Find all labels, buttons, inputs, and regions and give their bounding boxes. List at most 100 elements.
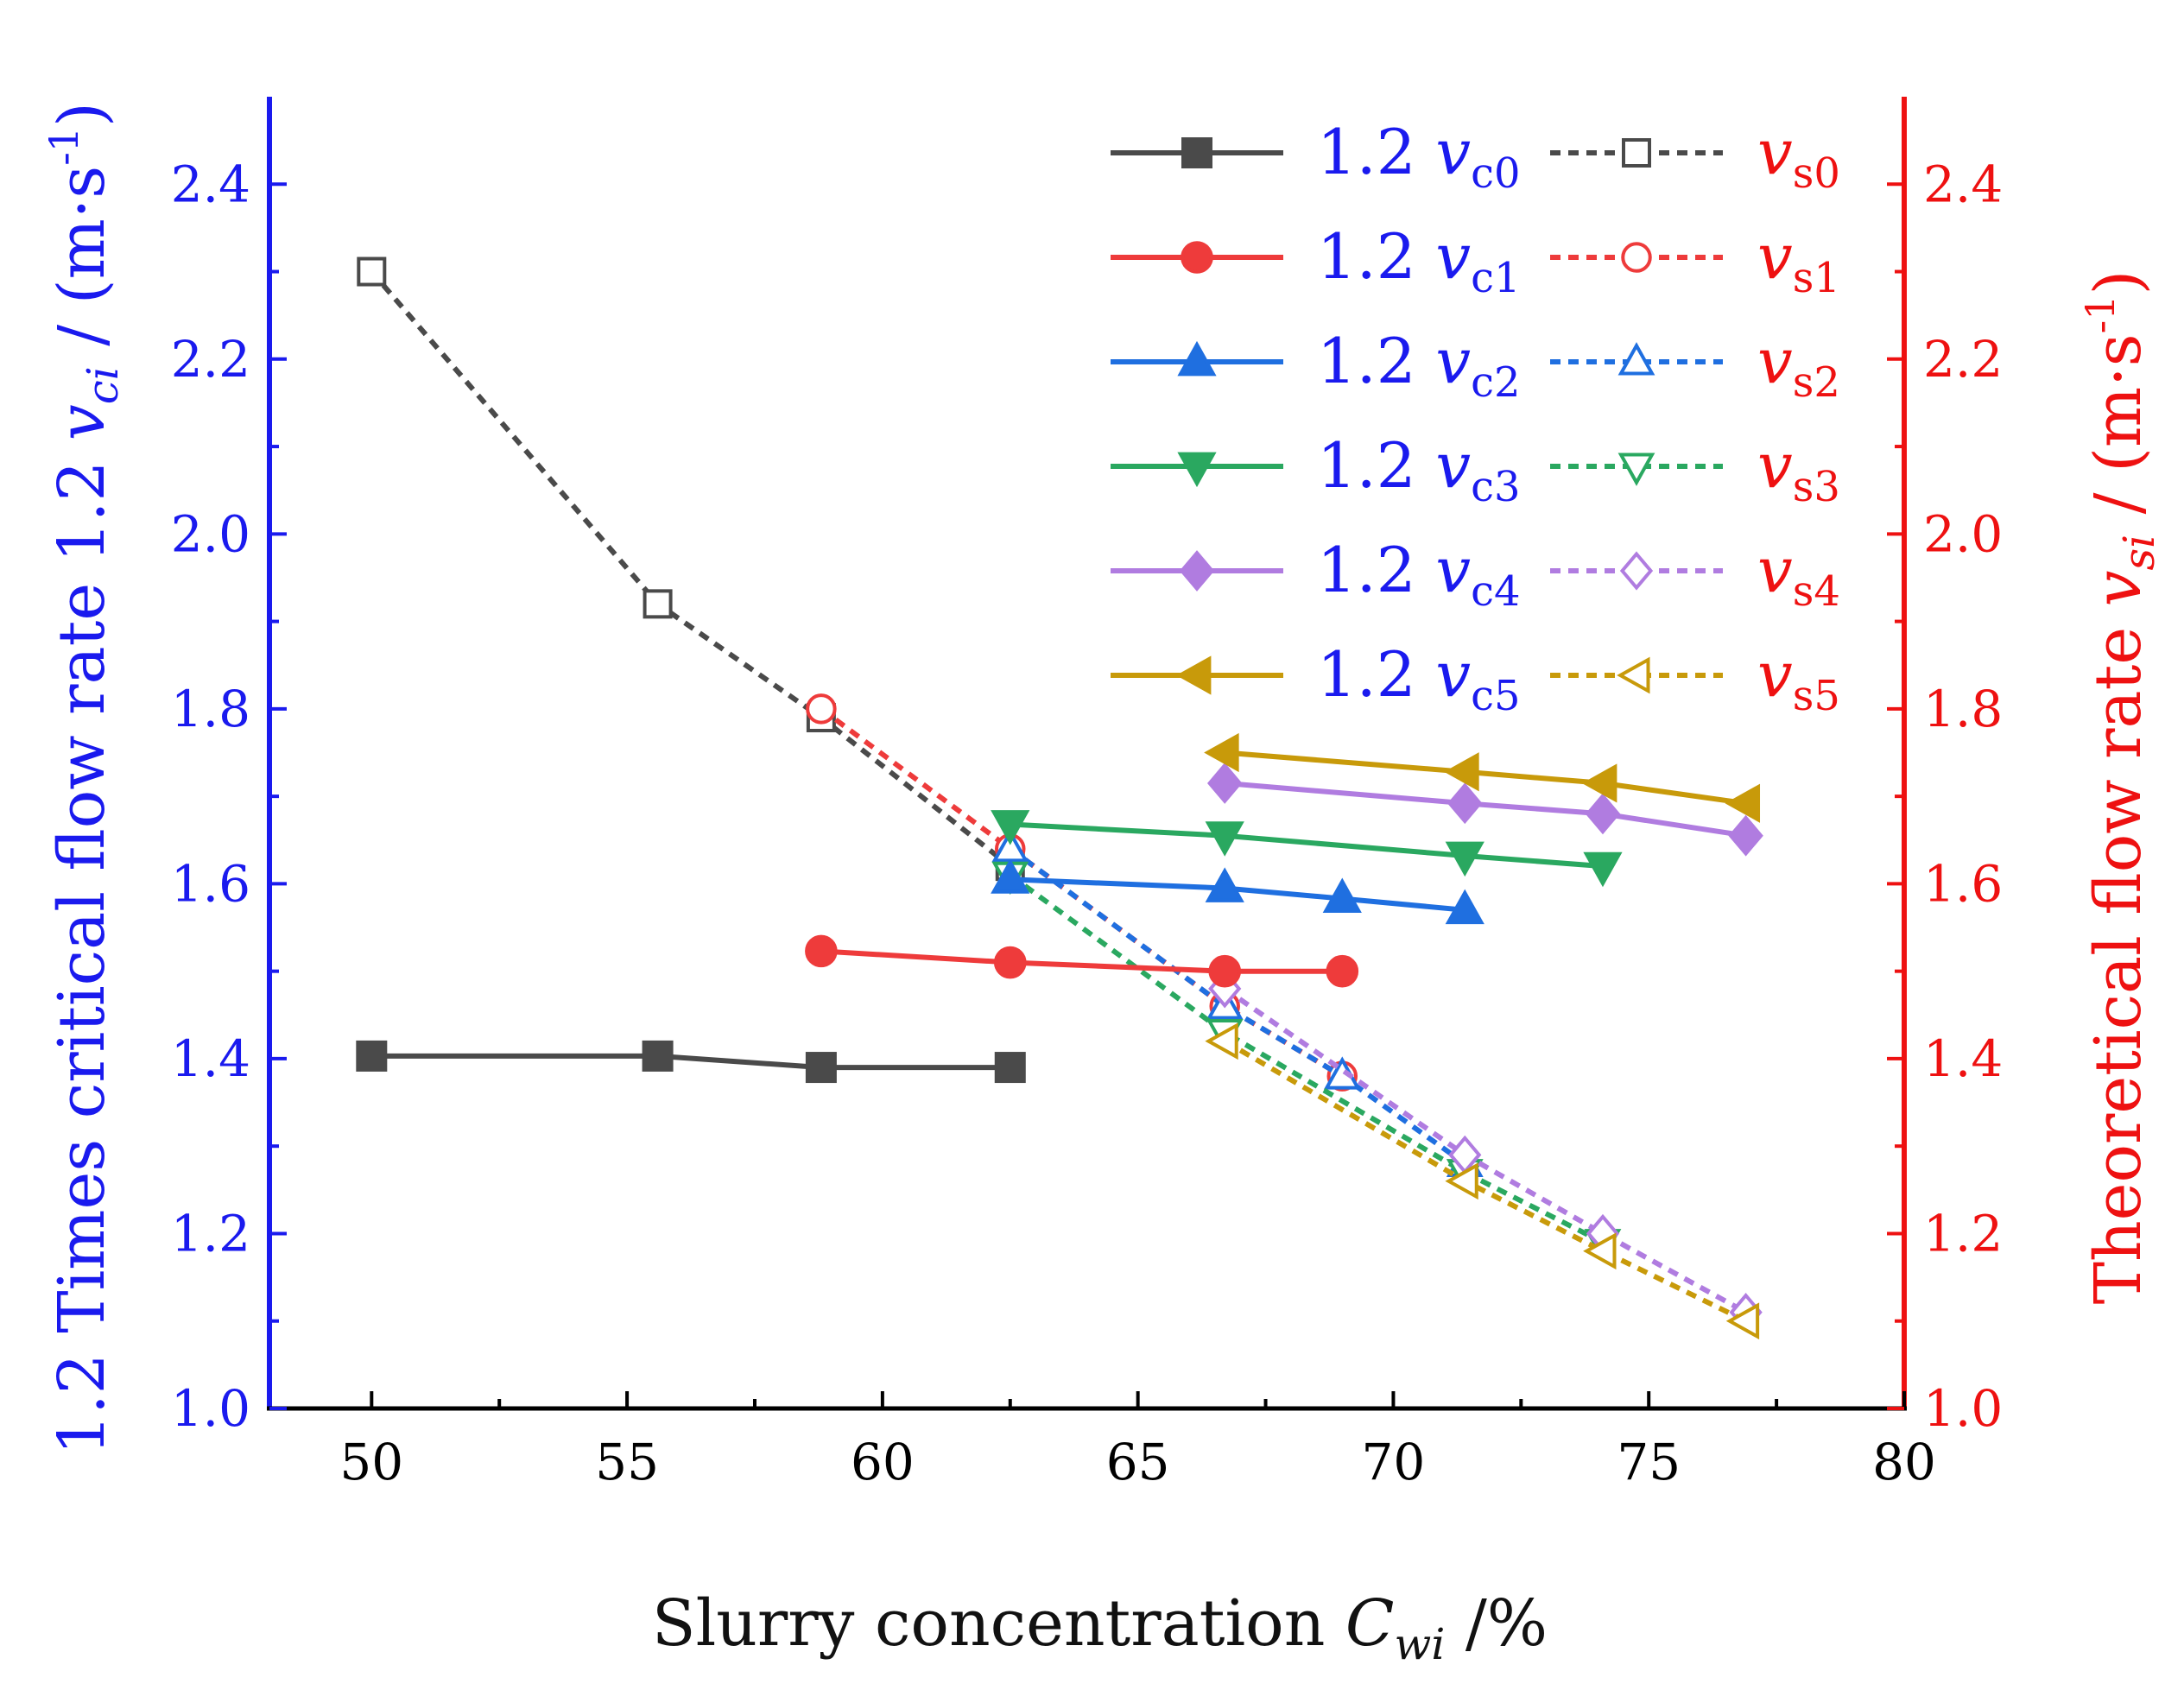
- series-s3: [991, 861, 1622, 1263]
- legend-label-prefix: 1.2: [1317, 220, 1435, 293]
- legend-label-prefix: 1.2: [1317, 638, 1435, 711]
- series-c3: [991, 810, 1623, 888]
- series-line-s2: [1009, 846, 1467, 1166]
- legend-marker: [1179, 550, 1215, 592]
- axis-titles: Slurry concentration Cwi /% 1.2 Times cri…: [41, 102, 2164, 1669]
- data-point-c2: [1445, 889, 1484, 925]
- x-tick-label: 50: [339, 1433, 403, 1491]
- data-point-c1: [1326, 954, 1359, 988]
- data-point-c4: [1207, 763, 1243, 804]
- x-axis-title-symbol: C: [1345, 1586, 1395, 1661]
- legend-entry-s3: vs3: [1550, 429, 1840, 511]
- data-point-c3: [1583, 851, 1623, 888]
- y-left-axis-title-main: 1.2 Times critical flow rate 1.2: [45, 440, 119, 1455]
- data-point-s5: [1583, 1232, 1617, 1270]
- legend-entry-c1: 1.2 vc1: [1111, 220, 1521, 302]
- legend-label-prefix: 1.2: [1317, 325, 1435, 397]
- y-left-tick-label: 1.0: [171, 1379, 250, 1438]
- y-left-axis-title-symbol: v: [45, 404, 119, 440]
- legend-label-symbol: v: [1757, 534, 1793, 606]
- x-tick-label: 70: [1362, 1433, 1426, 1491]
- plot-layer: [356, 256, 1763, 1340]
- legend-marker: [1619, 551, 1654, 591]
- data-point-c0: [805, 1052, 837, 1084]
- data-point-c3: [1445, 841, 1484, 877]
- y-left-tick-label: 2.2: [171, 330, 250, 389]
- legend-entry-c0: 1.2 vc0: [1111, 116, 1521, 198]
- series-line-c5: [1224, 750, 1747, 807]
- legend-label-subscript: s3: [1793, 463, 1840, 511]
- y-right-tick-label: 2.2: [1923, 330, 2003, 389]
- x-axis-title-main: Slurry concentration: [652, 1586, 1345, 1661]
- legend-marker: [1181, 137, 1212, 168]
- y-right-axis-title: Theoretical flow rate vsi / (m·s-1): [2077, 270, 2164, 1305]
- data-point-c5: [1204, 732, 1239, 773]
- legend-marker: [1177, 340, 1217, 377]
- legend-label-subscript: c5: [1471, 672, 1520, 720]
- legend-marker: [1621, 242, 1652, 273]
- y-right-tick-label: 1.0: [1923, 1379, 2003, 1438]
- data-point-c0: [642, 1040, 674, 1072]
- legend-label-prefix: 1.2: [1317, 116, 1435, 188]
- legend-label: vs0: [1757, 116, 1840, 198]
- legend-entry-s2: vs2: [1550, 325, 1840, 407]
- legend-entry-s5: vs5: [1550, 638, 1840, 720]
- y-left-axis-title: 1.2 Times critical flow rate 1.2 vci / (…: [41, 102, 128, 1455]
- data-point-s5: [1445, 1162, 1478, 1200]
- legend-label: 1.2 vc5: [1317, 638, 1521, 720]
- series-line-s0: [370, 269, 1012, 869]
- y-left-axis-title-subscript: ci: [78, 366, 128, 404]
- y-right-axis-title-subscript: si: [2114, 535, 2164, 571]
- legend-marker: [1181, 241, 1213, 274]
- data-point-c3: [991, 810, 1030, 845]
- series-c1: [805, 934, 1359, 988]
- y-left-tick-label: 2.4: [171, 155, 250, 213]
- legend-label-symbol: v: [1757, 116, 1793, 188]
- legend-label-subscript: s1: [1793, 254, 1840, 302]
- y-left-axis-title-unit-close: ): [45, 102, 119, 127]
- data-point-c0: [994, 1052, 1026, 1084]
- legend-label-subscript: s5: [1793, 672, 1840, 720]
- data-point-s5: [1205, 1022, 1238, 1060]
- legend-label-symbol: v: [1757, 220, 1793, 293]
- y-right-axis-title-main: Theoretical flow rate: [2081, 606, 2156, 1304]
- y-right-axis-title-unit: / (m·s: [2081, 333, 2156, 535]
- data-point-s0: [643, 589, 673, 619]
- legend-label-subscript: s0: [1793, 149, 1840, 198]
- series-line-s3: [1009, 872, 1605, 1245]
- data-point-c2: [1205, 867, 1244, 902]
- legend-marker: [1617, 656, 1650, 694]
- data-point-c1: [993, 946, 1027, 979]
- legend-label-symbol: v: [1435, 534, 1471, 606]
- data-point-c4: [1585, 793, 1621, 835]
- series-c0: [356, 1040, 1026, 1084]
- series-line-c3: [1010, 821, 1604, 870]
- data-point-c2: [1322, 877, 1362, 914]
- legend-label-symbol: v: [1435, 429, 1471, 502]
- legend-label-subscript: s2: [1793, 358, 1840, 407]
- legend-label: vs2: [1757, 325, 1840, 407]
- legend-label: vs5: [1757, 638, 1840, 720]
- data-point-s0: [357, 256, 387, 287]
- axes-layer: 50 55 60 65 70 75 801.0 1.01.2 1.21.4 1.41.6 1.61.…: [171, 97, 2003, 1491]
- legend-label-subscript: s4: [1793, 567, 1840, 616]
- legend-label-symbol: v: [1435, 220, 1471, 293]
- x-axis-title-subscript: wi: [1395, 1619, 1446, 1669]
- legend-label: vs4: [1757, 534, 1840, 616]
- legend-label-subscript: c2: [1471, 358, 1520, 407]
- x-tick-label: 60: [851, 1433, 915, 1491]
- y-left-tick-label: 1.4: [171, 1029, 250, 1088]
- y-right-axis-title-unit-close: ): [2081, 270, 2156, 295]
- legend-label-symbol: v: [1757, 325, 1793, 397]
- y-right-tick-label: 1.4: [1923, 1029, 2003, 1088]
- series-c4: [1207, 763, 1763, 857]
- y-left-axis-title-superscript: -1: [41, 127, 87, 166]
- legend-label-subscript: c0: [1471, 149, 1520, 198]
- legend-label-prefix: 1.2: [1317, 429, 1435, 502]
- legend-label-subscript: c1: [1471, 254, 1520, 302]
- series-line-s5: [1223, 1039, 1747, 1324]
- series-line-c0: [371, 1053, 1010, 1071]
- legend-label: vs1: [1757, 220, 1840, 302]
- y-right-tick-label: 1.2: [1923, 1204, 2003, 1263]
